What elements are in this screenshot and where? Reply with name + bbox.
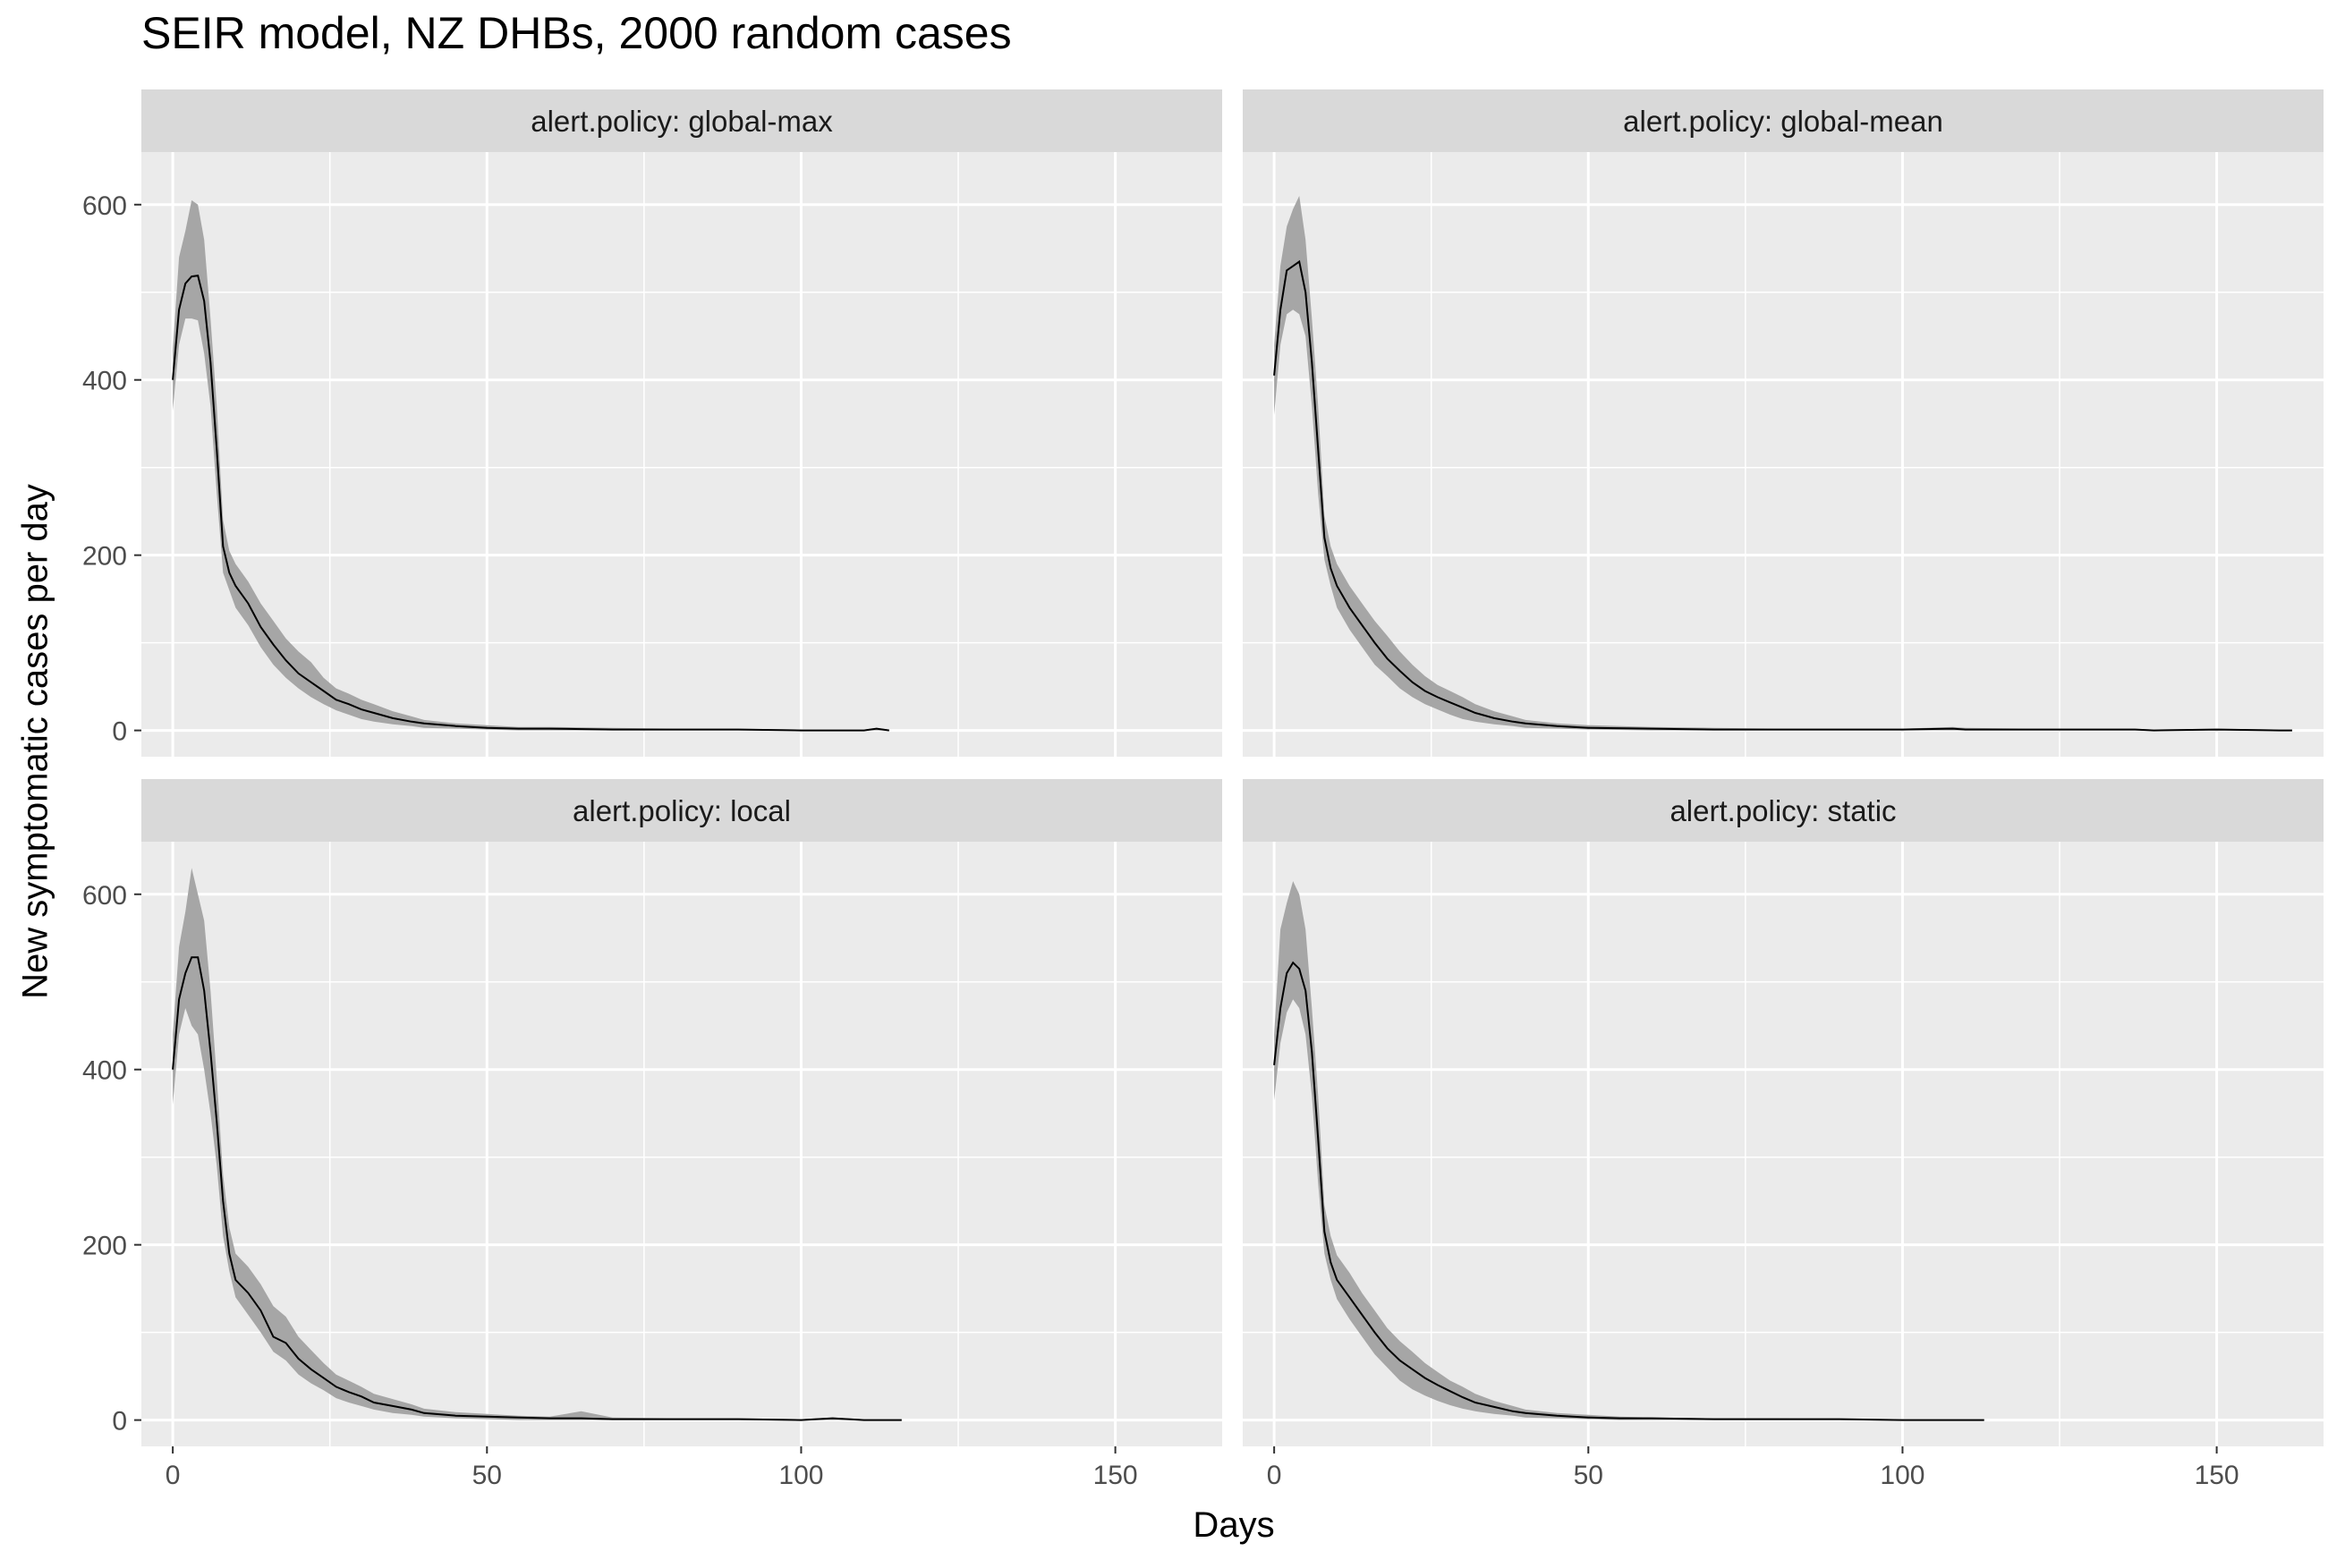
- x-tick-label: 0: [1267, 1461, 1282, 1490]
- panel-background: [141, 842, 1222, 1446]
- facet-strip-label: alert.policy: local: [573, 794, 791, 827]
- facet-strip-label: alert.policy: global-mean: [1623, 105, 1943, 138]
- facet-panel: alert.policy: global-max 0 200 400 600: [82, 89, 1222, 757]
- facet-strip: [141, 779, 1222, 842]
- x-tick-label: 150: [2195, 1461, 2239, 1490]
- facet-strip: [1243, 779, 2324, 842]
- mean-line: [172, 274, 889, 732]
- y-tick-label: 600: [82, 881, 127, 911]
- mean-line: [1273, 259, 2292, 732]
- y-tick-label: 0: [112, 717, 127, 747]
- facet-panel: alert.policy: global-mean: [1243, 89, 2324, 757]
- y-tick-label: 0: [112, 1407, 127, 1437]
- mean-line: [172, 956, 902, 1421]
- mean-line: [1273, 961, 1984, 1421]
- y-tick-label: 200: [82, 542, 127, 572]
- facet-panel: alert.policy: static 0 50 100 150: [1243, 779, 2324, 1490]
- y-tick-label: 400: [82, 367, 127, 396]
- x-axis-title: Days: [1193, 1505, 1275, 1545]
- y-tick-label: 600: [82, 191, 127, 221]
- chart-title: SEIR model, NZ DHBs, 2000 random cases: [141, 8, 1012, 58]
- y-tick-label: 400: [82, 1056, 127, 1086]
- panel-background: [1243, 842, 2324, 1446]
- facet-panel: alert.policy: local 0 200 400 600 0 50 100 150: [82, 779, 1222, 1490]
- x-tick-label: 100: [1880, 1461, 1924, 1490]
- x-tick-label: 100: [778, 1461, 823, 1490]
- facet-strip-label: alert.policy: global-max: [531, 105, 833, 138]
- x-tick-label: 0: [166, 1461, 181, 1490]
- facet-strip-label: alert.policy: static: [1670, 794, 1896, 827]
- panel-background: [141, 152, 1222, 757]
- panel-background: [1243, 152, 2324, 757]
- facet-strip: [141, 89, 1222, 152]
- y-tick-label: 200: [82, 1232, 127, 1261]
- x-tick-label: 150: [1093, 1461, 1138, 1490]
- x-tick-label: 50: [1574, 1461, 1603, 1490]
- x-tick-label: 50: [472, 1461, 502, 1490]
- facet-strip: [1243, 89, 2324, 152]
